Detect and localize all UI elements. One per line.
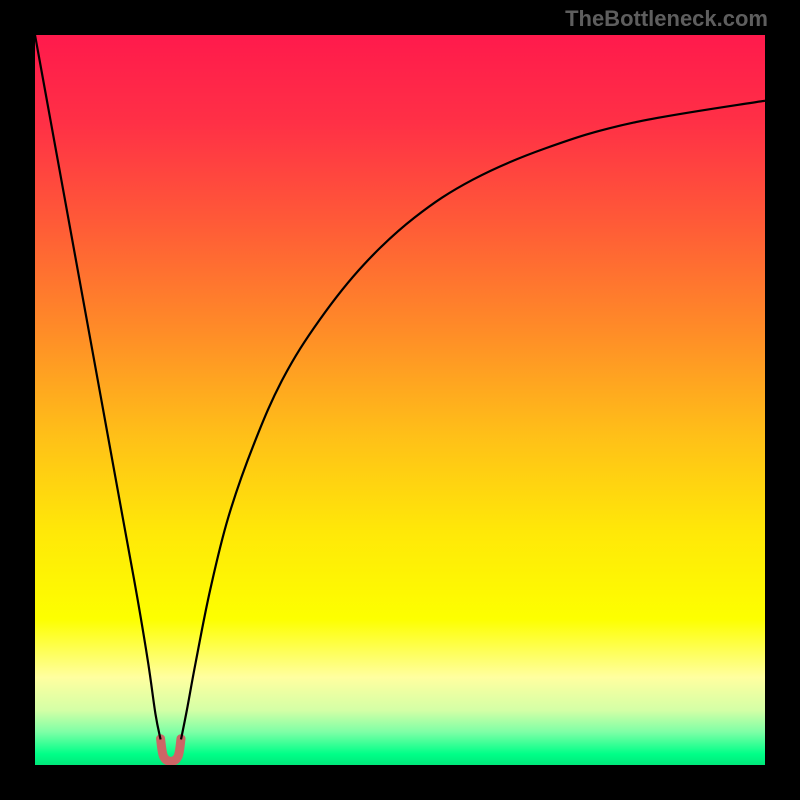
watermark-text: TheBottleneck.com xyxy=(565,6,768,32)
plot-svg xyxy=(35,35,765,765)
plot-area xyxy=(35,35,765,765)
gradient-background xyxy=(35,35,765,765)
